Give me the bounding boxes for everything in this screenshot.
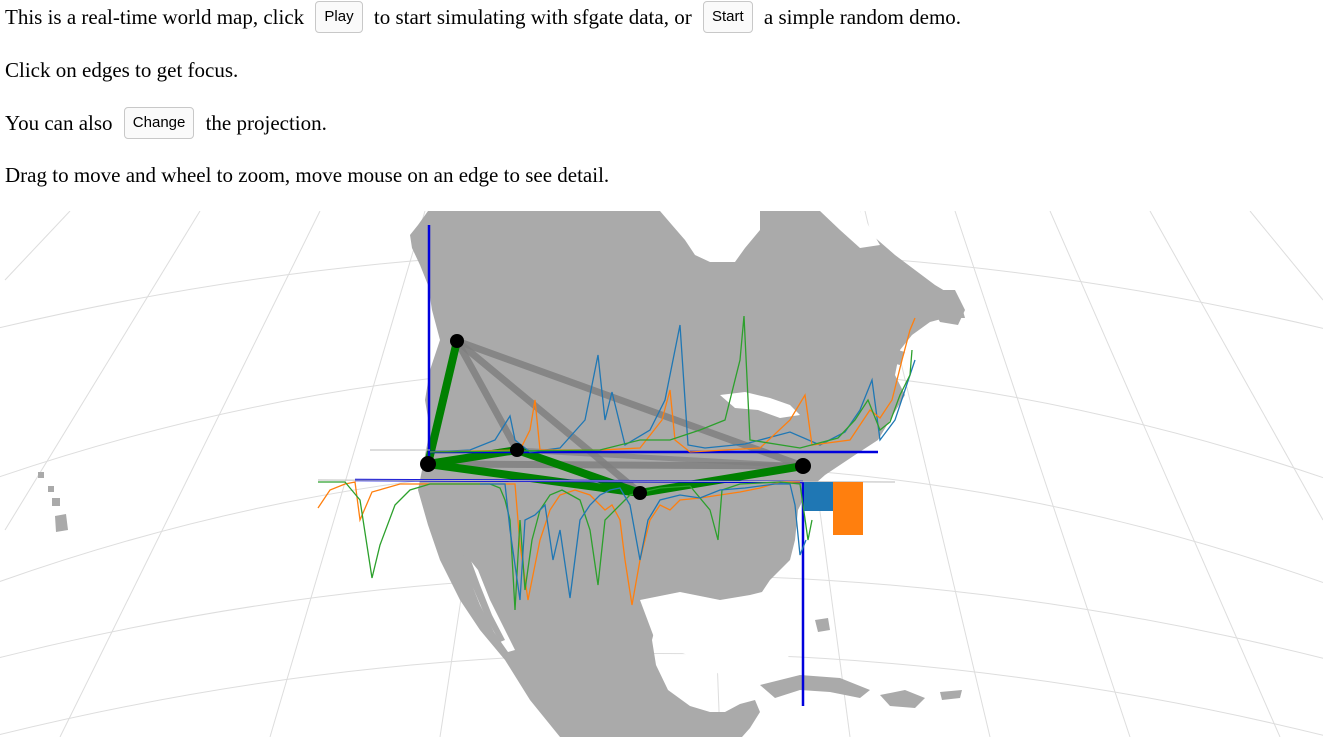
north-america-landmass [410,211,965,737]
bar-orange [833,482,863,535]
start-button[interactable]: Start [702,1,753,33]
node-kansas[interactable] [633,486,647,500]
cuba [760,675,870,698]
edge-sf-newyork[interactable] [427,460,804,470]
baffin-region [820,211,880,248]
gulf-of-mexico [640,590,795,685]
intro-line-3: You can also Change the projection. [5,107,327,141]
upper-series-orange [429,317,916,453]
edge-seattle-sf[interactable] [424,340,461,465]
upper-series-green [429,315,913,453]
nova-scotia [880,345,905,365]
change-projection-button[interactable]: Change [123,107,195,139]
puerto-rico [940,690,962,700]
world-map[interactable] [0,211,1323,737]
edge-denver-kansas[interactable] [515,446,642,497]
intro-text-2: Click on edges to get focus. [5,58,239,82]
node-layer[interactable] [420,334,811,500]
edge-detail-bars [804,482,863,535]
hawaii-3 [52,498,60,506]
intro-text-1a: This is a real-time world map, click [5,4,305,29]
lower-series-orange [317,481,800,606]
hawaii-1 [38,472,44,478]
bahamas [815,618,830,632]
node-denver[interactable] [510,443,524,457]
intro-line-1: This is a real-time world map, click Pla… [5,1,962,35]
great-lakes [720,392,800,418]
newfoundland [930,290,965,325]
land-masses [38,211,965,737]
node-seattle[interactable] [450,334,464,348]
lower-series-blue [480,483,807,601]
baja-california [470,560,515,652]
hawaii-4 [55,514,68,532]
intro-line-2: Click on edges to get focus. [5,57,238,83]
hawaii-2 [48,486,54,492]
hispaniola [880,690,925,708]
node-san-francisco[interactable] [420,456,436,472]
intro-text-1b: to start simulating with sfgate data, or [373,4,692,29]
detail-axes [317,225,896,706]
edge-seattle-denver[interactable] [453,339,521,452]
gulf-of-california [462,555,505,642]
edge-seattle-newyork[interactable] [455,337,805,470]
node-new-york[interactable] [795,458,811,474]
edge-kansas-newyork[interactable] [639,462,804,497]
bar-blue [804,482,833,511]
play-button[interactable]: Play [315,1,363,33]
intro-text-4: Drag to move and wheel to zoom, move mou… [5,163,610,187]
lower-sparklines [317,481,813,611]
intro-text-3a: You can also [5,110,113,135]
lower-series-green [318,481,813,611]
intro-text-3b: the projection. [205,110,327,135]
intro-line-4: Drag to move and wheel to zoom, move mou… [5,162,609,188]
intro-text-1c: a simple random demo. [763,4,962,29]
edge-sf-kansas[interactable] [427,460,641,497]
hudson-bay [660,211,760,262]
